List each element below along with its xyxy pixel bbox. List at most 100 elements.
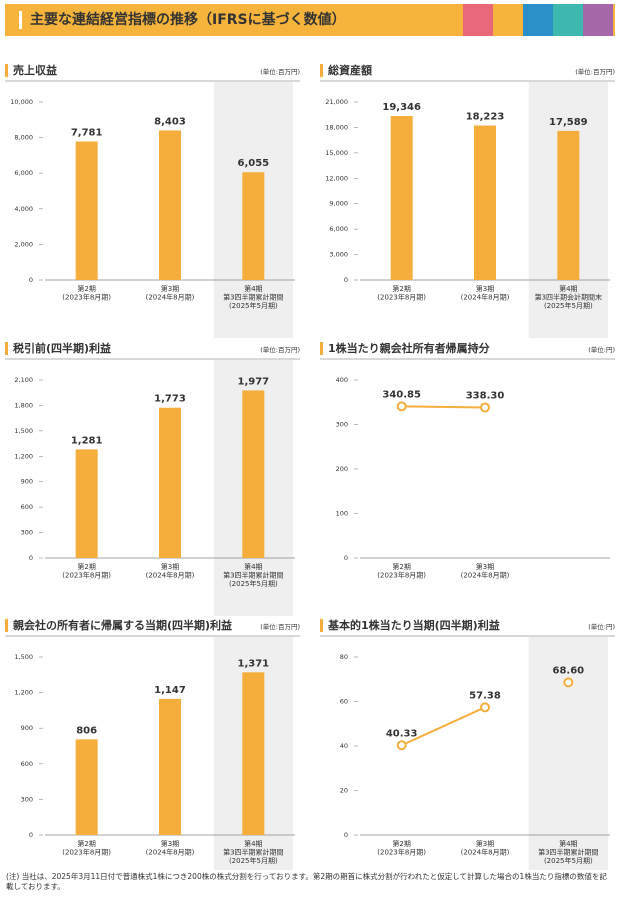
value-label: 1,281 <box>71 435 103 446</box>
y-tick-label: 0 <box>344 276 348 284</box>
point <box>480 402 490 413</box>
y-tick-label: 15,000 <box>325 149 348 157</box>
x-tick-label: 第2期 <box>392 562 410 571</box>
title-marker <box>320 64 323 77</box>
chart-title: 親会社の所有者に帰属する当期(四半期)利益 <box>13 618 232 632</box>
point <box>396 401 407 412</box>
chart-panel: 売上収益 (単位:百万円) 0 2,000 4,000 6,000 8,000 10,000 第… <box>5 63 300 338</box>
y-tick-label: 0 <box>344 831 348 839</box>
bar <box>242 672 265 835</box>
unit-label: (単位:円) <box>588 622 615 631</box>
unit-label: (単位:百万円) <box>575 67 615 76</box>
x-tick-label: (2023年8月期) <box>62 293 111 302</box>
y-tick-label: 600 <box>21 760 33 768</box>
y-tick-label: 4,000 <box>14 205 33 213</box>
y-tick-label: 300 <box>21 529 33 537</box>
value-label: 806 <box>76 725 97 736</box>
value-label: 338.30 <box>466 390 505 401</box>
x-tick-label: (2023年8月期) <box>377 293 426 302</box>
unit-label: (単位:円) <box>588 345 615 354</box>
bar <box>242 390 265 558</box>
color-block <box>463 4 493 36</box>
value-label: 1,773 <box>154 394 186 405</box>
x-tick-label: (2025年5月期) <box>229 856 278 865</box>
title-marker <box>5 64 8 77</box>
y-tick-label: 200 <box>336 465 348 473</box>
y-tick-label: 1,500 <box>14 653 33 661</box>
point <box>396 740 407 751</box>
x-tick-label: (2023年8月期) <box>62 848 111 857</box>
x-tick-label: (2024年8月期) <box>461 571 510 580</box>
value-label: 68.60 <box>553 665 585 676</box>
x-tick-label: 第2期 <box>392 284 410 293</box>
bar <box>75 449 98 558</box>
y-tick-label: 6,000 <box>329 225 348 233</box>
x-tick-label: (2025年5月期) <box>544 856 593 865</box>
y-tick-label: 300 <box>336 421 348 429</box>
x-tick-label: 第4期 <box>244 839 262 848</box>
chart-title: 総資産額 <box>328 63 372 77</box>
chart-panel: 税引前(四半期)利益 (単位:百万円) 0 300 600 900 1,200 1,500 1,… <box>5 341 300 616</box>
y-tick-label: 21,000 <box>325 98 348 106</box>
value-label: 1,147 <box>154 685 186 696</box>
x-tick-label: (2023年8月期) <box>377 848 426 857</box>
title-marker <box>5 619 8 632</box>
chart-title: 税引前(四半期)利益 <box>13 341 111 355</box>
color-block <box>553 4 583 36</box>
y-tick-label: 0 <box>29 554 33 562</box>
x-tick-label: (2024年8月期) <box>461 848 510 857</box>
title-marker <box>320 619 323 632</box>
y-tick-label: 10,000 <box>10 98 33 106</box>
chart-panel: 基本的1株当たり当期(四半期)利益 (単位:円) 0 20 40 60 80 第2期(2023… <box>320 618 615 870</box>
x-tick-label: (2023年8月期) <box>62 571 111 580</box>
bar <box>159 698 181 835</box>
y-tick-label: 18,000 <box>325 123 348 131</box>
x-tick-label: (2025年5月期) <box>229 579 278 588</box>
bar <box>75 739 98 835</box>
x-tick-label: (2024年8月期) <box>146 293 195 302</box>
point <box>480 702 490 713</box>
value-label: 19,346 <box>382 102 421 113</box>
y-tick-label: 600 <box>21 503 33 511</box>
page-title: 主要な連結経営指標の推移（IFRSに基づく数値） <box>19 11 346 29</box>
line <box>401 706 486 747</box>
bar <box>474 125 496 280</box>
y-tick-label: 1,200 <box>14 689 33 697</box>
x-tick-label: 第2期 <box>392 839 410 848</box>
value-label: 40.33 <box>386 728 418 739</box>
x-tick-label: 第2期 <box>77 562 95 571</box>
value-label: 7,781 <box>71 127 103 138</box>
x-tick-label: 第4期 <box>559 839 577 848</box>
y-tick-label: 100 <box>336 510 348 518</box>
bar <box>75 141 98 280</box>
x-tick-label: 第4期 <box>244 284 262 293</box>
bar <box>557 130 580 280</box>
x-tick-label: 第3四半期累計期間 <box>223 848 283 857</box>
y-tick-label: 900 <box>21 724 33 732</box>
y-tick-label: 2,100 <box>14 376 33 384</box>
x-tick-label: 第3期 <box>161 284 179 293</box>
bar <box>242 172 265 280</box>
x-tick-label: (2024年8月期) <box>146 571 195 580</box>
y-tick-label: 60 <box>340 698 348 706</box>
value-label: 57.38 <box>469 690 501 701</box>
x-tick-label: 第2期 <box>77 284 95 293</box>
y-tick-label: 3,000 <box>329 251 348 259</box>
unit-label: (単位:百万円) <box>260 345 300 354</box>
color-block <box>583 4 613 36</box>
color-block <box>493 4 523 36</box>
y-tick-label: 40 <box>340 742 348 750</box>
unit-label: (単位:百万円) <box>260 67 300 76</box>
x-tick-label: (2025年5月期) <box>229 301 278 310</box>
y-tick-label: 400 <box>336 376 348 384</box>
y-tick-label: 20 <box>340 787 348 795</box>
y-tick-label: 1,500 <box>14 427 33 435</box>
chart-panel: 1株当たり親会社所有者帰属持分 (単位:円)0100200300400第2期(20… <box>320 341 615 580</box>
value-label: 340.85 <box>382 389 421 400</box>
point <box>563 677 574 688</box>
charts: 売上収益 (単位:百万円) 0 2,000 4,000 6,000 8,000 10,000 第… <box>5 63 615 870</box>
y-tick-label: 900 <box>21 478 33 486</box>
y-tick-label: 9,000 <box>329 200 348 208</box>
x-tick-label: (2024年8月期) <box>461 293 510 302</box>
y-tick-label: 12,000 <box>325 174 348 182</box>
